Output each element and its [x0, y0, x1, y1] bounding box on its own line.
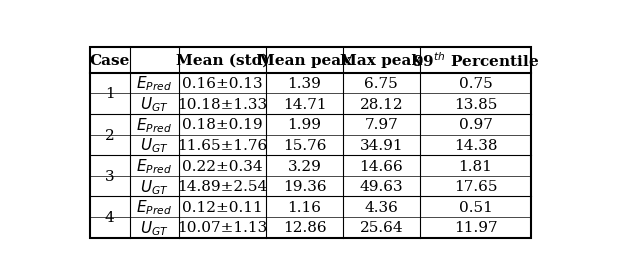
Text: Mean (std): Mean (std) — [176, 54, 269, 68]
Text: 1: 1 — [105, 87, 115, 101]
Text: 3: 3 — [105, 169, 115, 183]
Text: 0.18±0.19: 0.18±0.19 — [182, 118, 263, 132]
Text: 49.63: 49.63 — [360, 180, 403, 194]
Text: 99$^{th}$ Percentile: 99$^{th}$ Percentile — [412, 52, 539, 70]
Text: 11.65±1.76: 11.65±1.76 — [177, 138, 268, 152]
Text: 0.51: 0.51 — [459, 200, 493, 214]
Text: $U_{GT}$: $U_{GT}$ — [140, 136, 169, 155]
Text: 17.65: 17.65 — [454, 180, 497, 194]
Text: 1.81: 1.81 — [459, 159, 493, 173]
Text: 11.97: 11.97 — [454, 220, 497, 234]
Text: 14.66: 14.66 — [360, 159, 403, 173]
Text: 25.64: 25.64 — [360, 220, 403, 234]
Text: 12.86: 12.86 — [283, 220, 326, 234]
Text: 7.97: 7.97 — [364, 118, 398, 132]
Text: 14.71: 14.71 — [283, 97, 326, 111]
Text: 19.36: 19.36 — [283, 180, 326, 194]
Text: 0.12±0.11: 0.12±0.11 — [182, 200, 263, 214]
Text: 14.38: 14.38 — [454, 138, 497, 152]
Text: $E_{Pred}$: $E_{Pred}$ — [136, 198, 172, 216]
Text: 0.75: 0.75 — [459, 77, 492, 91]
Text: $U_{GT}$: $U_{GT}$ — [140, 95, 169, 114]
Text: 10.07±1.13: 10.07±1.13 — [177, 220, 268, 234]
Text: 4: 4 — [105, 210, 115, 224]
Text: 4.36: 4.36 — [364, 200, 398, 214]
Text: Mean peak: Mean peak — [258, 54, 351, 68]
Text: Max peak: Max peak — [340, 54, 422, 68]
Text: $E_{Pred}$: $E_{Pred}$ — [136, 74, 172, 93]
Text: 0.16±0.13: 0.16±0.13 — [182, 77, 263, 91]
Text: 15.76: 15.76 — [283, 138, 326, 152]
Text: 0.97: 0.97 — [459, 118, 493, 132]
Text: $U_{GT}$: $U_{GT}$ — [140, 177, 169, 196]
Text: 1.99: 1.99 — [287, 118, 321, 132]
Text: $E_{Pred}$: $E_{Pred}$ — [136, 116, 172, 134]
Text: $E_{Pred}$: $E_{Pred}$ — [136, 157, 172, 175]
Text: 10.18±1.33: 10.18±1.33 — [177, 97, 268, 111]
Text: 3.29: 3.29 — [287, 159, 321, 173]
Text: 6.75: 6.75 — [364, 77, 398, 91]
Text: 2: 2 — [105, 128, 115, 142]
Bar — [90, 48, 531, 238]
Text: 1.39: 1.39 — [287, 77, 321, 91]
Text: $U_{GT}$: $U_{GT}$ — [140, 218, 169, 237]
Text: 1.16: 1.16 — [287, 200, 321, 214]
Text: 34.91: 34.91 — [360, 138, 403, 152]
Text: 0.22±0.34: 0.22±0.34 — [182, 159, 263, 173]
Text: 13.85: 13.85 — [454, 97, 497, 111]
Text: Case: Case — [90, 54, 130, 68]
Text: 14.89±2.54: 14.89±2.54 — [177, 180, 268, 194]
Text: 28.12: 28.12 — [360, 97, 403, 111]
